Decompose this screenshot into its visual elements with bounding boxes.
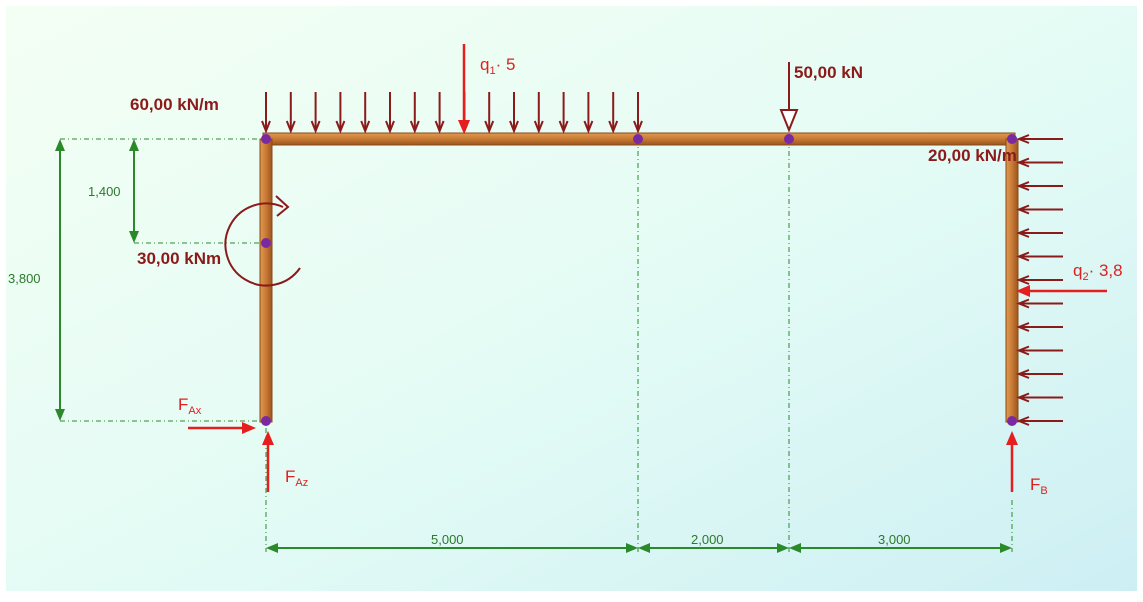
node-moment xyxy=(261,238,271,248)
load-label-moment: 30,00 kNm xyxy=(137,249,221,268)
load-arrow xyxy=(1016,298,1063,309)
load-arrow xyxy=(1016,157,1063,168)
resultant-label-q1: q1· 5 xyxy=(480,55,515,77)
dim-label-height-moment: 1,400 xyxy=(88,184,121,199)
reaction-fax xyxy=(188,422,256,434)
load-arrow xyxy=(434,92,445,134)
load-arrow xyxy=(1016,181,1063,191)
reaction-faz xyxy=(262,431,274,492)
load-arrow xyxy=(1016,392,1063,403)
load-arrow xyxy=(409,92,420,134)
load-arrow xyxy=(360,92,371,134)
dim-arrow xyxy=(55,409,65,421)
load-arrow xyxy=(1016,369,1063,379)
dim-label-height-total: 3,800 xyxy=(8,271,41,286)
load-label-q2: 20,00 kN/m xyxy=(928,146,1017,165)
reaction-label-fax: FAx xyxy=(178,395,202,417)
load-arrow xyxy=(583,92,594,134)
dim-label-span-3: 3,000 xyxy=(878,532,911,547)
node-q1-end xyxy=(633,134,643,144)
dim-arrow xyxy=(626,543,638,553)
dim-arrow xyxy=(129,231,139,243)
load-arrow xyxy=(385,92,395,134)
load-arrow xyxy=(335,92,346,134)
point-load-arrow-icon xyxy=(779,109,799,133)
right-column-member xyxy=(1005,138,1019,423)
frame-nodes xyxy=(261,134,1017,426)
moment-load xyxy=(224,195,301,287)
load-arrow xyxy=(1016,345,1063,356)
load-arrow xyxy=(1016,322,1063,332)
node-top-right xyxy=(1007,134,1017,144)
diagram-background xyxy=(6,6,1137,591)
reaction-label-fb: FB xyxy=(1030,475,1048,497)
load-arrow xyxy=(633,92,643,134)
load-arrow xyxy=(1016,416,1063,426)
node-point-load xyxy=(784,134,794,144)
moment-arc-icon xyxy=(224,202,301,287)
load-arrow xyxy=(1016,134,1063,144)
load-arrow xyxy=(310,92,321,134)
load-arrow xyxy=(1016,251,1063,262)
dim-arrow xyxy=(638,543,650,553)
load-arrow xyxy=(1016,228,1063,238)
resultant-label-q2: q2· 3,8 xyxy=(1073,261,1123,283)
node-support-a xyxy=(261,416,271,426)
node-support-b xyxy=(1007,416,1017,426)
resultant-q2 xyxy=(1016,285,1107,297)
load-arrow xyxy=(533,92,544,134)
dimension-lines xyxy=(55,138,1013,553)
dim-label-span-1: 5,000 xyxy=(431,532,464,547)
dim-arrow xyxy=(789,543,801,553)
reaction-label-faz: FAz xyxy=(285,467,308,489)
load-arrow xyxy=(608,92,619,134)
load-arrow xyxy=(1016,275,1063,285)
load-arrow xyxy=(261,92,271,134)
load-arrow xyxy=(509,92,519,134)
reaction-fb xyxy=(1006,431,1018,492)
dim-label-span-2: 2,000 xyxy=(691,532,724,547)
load-arrow xyxy=(1016,204,1063,215)
dim-arrow xyxy=(266,543,278,553)
node-top-left xyxy=(261,134,271,144)
moment-arrowhead-icon xyxy=(275,195,290,217)
distributed-load-q2 xyxy=(1016,134,1063,426)
load-arrow xyxy=(558,92,569,134)
load-arrow xyxy=(484,92,495,134)
dim-arrow xyxy=(129,139,139,151)
left-column-member xyxy=(259,138,273,423)
dim-arrow xyxy=(1000,543,1012,553)
load-arrow xyxy=(285,92,296,134)
point-load xyxy=(779,62,799,133)
dim-arrow xyxy=(55,139,65,151)
load-label-point: 50,00 kN xyxy=(794,63,863,82)
resultant-q1 xyxy=(458,44,470,134)
dim-arrow xyxy=(777,543,789,553)
load-label-q1: 60,00 kN/m xyxy=(130,95,219,114)
